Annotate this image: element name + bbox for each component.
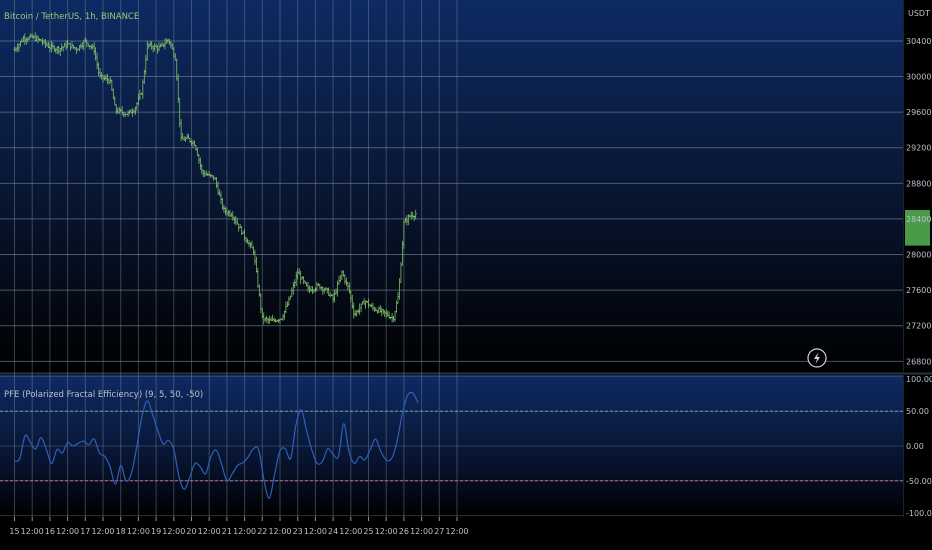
indicator-axis-labels: 100.00 50.00 0.00 -50.00 -100.00	[906, 375, 932, 518]
time-tick-label: 18	[116, 527, 126, 536]
indicator-tick-label: 100.00	[906, 375, 932, 384]
time-tick-label: 12:00	[21, 527, 44, 536]
indicator-bands	[0, 410, 903, 482]
indicator-title: PFE (Polarized Fractal Efficiency) (9, 5…	[4, 390, 203, 400]
price-tick-label: 30400.00	[906, 37, 932, 46]
time-tick-label: 15	[9, 527, 19, 536]
price-tick-label: 26800.00	[906, 357, 932, 366]
time-tick-label: 12:00	[56, 527, 79, 536]
price-horizontal-grid	[0, 40, 903, 362]
time-tick-label: 12:00	[198, 527, 221, 536]
time-tick-label: 12:00	[304, 527, 327, 536]
price-tick-label: 28800.00	[906, 179, 932, 188]
time-tick-label: 27	[434, 527, 444, 536]
price-bars	[13, 32, 417, 325]
currency-label: USDT	[908, 9, 930, 18]
last-price-tag	[905, 210, 930, 246]
indicator-tick-label: -100.00	[906, 509, 932, 518]
vertical-grid	[14, 0, 458, 517]
time-tick-label: 12:00	[233, 527, 256, 536]
time-tick-label: 23	[293, 527, 303, 536]
time-tick-label: 19	[151, 527, 161, 536]
time-tick-label: 12:00	[410, 527, 433, 536]
time-tick-label: 12:00	[339, 527, 362, 536]
indicator-pane-background	[0, 375, 903, 517]
price-axis-background	[903, 0, 932, 517]
time-tick-label: 12:00	[268, 527, 291, 536]
indicator-tick-label: -50.00	[906, 477, 932, 486]
time-tick-label: 22	[257, 527, 267, 536]
indicator-tick-label: 0.00	[906, 442, 924, 451]
time-tick-label: 20	[186, 527, 196, 536]
indicator-tick-label: 50.00	[906, 407, 929, 416]
time-tick-label: 24	[328, 527, 338, 536]
time-axis-background	[0, 517, 932, 550]
time-tick-label: 17	[80, 527, 90, 536]
price-tick-label: 30000.00	[906, 73, 932, 82]
time-tick-label: 26	[399, 527, 409, 536]
time-tick-label: 12:00	[162, 527, 185, 536]
time-axis-labels: 15 12:00 16 12:00 17 12:00 18 12:00 19 12:00 20 12:…	[9, 517, 469, 536]
price-tick-label: 28400.00	[906, 215, 932, 224]
price-tick-label: 27600.00	[906, 286, 932, 295]
price-tick-label: 29600.00	[906, 108, 932, 117]
time-tick-label: 12:00	[445, 527, 468, 536]
time-tick-label: 16	[45, 527, 55, 536]
price-pane-background	[0, 0, 903, 372]
price-axis-labels: 30400.00 30000.00 29600.00 29200.00 28800.00…	[906, 37, 932, 366]
symbol-title: Bitcoin / TetherUS, 1h, BINANCE	[4, 12, 139, 22]
price-tick-label: 29200.00	[906, 144, 932, 153]
time-tick-label: 21	[222, 527, 232, 536]
time-tick-label: 12:00	[375, 527, 398, 536]
lightning-icon[interactable]	[807, 348, 827, 368]
pfe-line	[14, 391, 419, 499]
time-tick-label: 12:00	[91, 527, 114, 536]
time-tick-label: 12:00	[127, 527, 150, 536]
price-tick-label: 28000.00	[906, 251, 932, 260]
time-tick-label: 25	[363, 527, 373, 536]
price-tick-label: 27200.00	[906, 322, 932, 331]
